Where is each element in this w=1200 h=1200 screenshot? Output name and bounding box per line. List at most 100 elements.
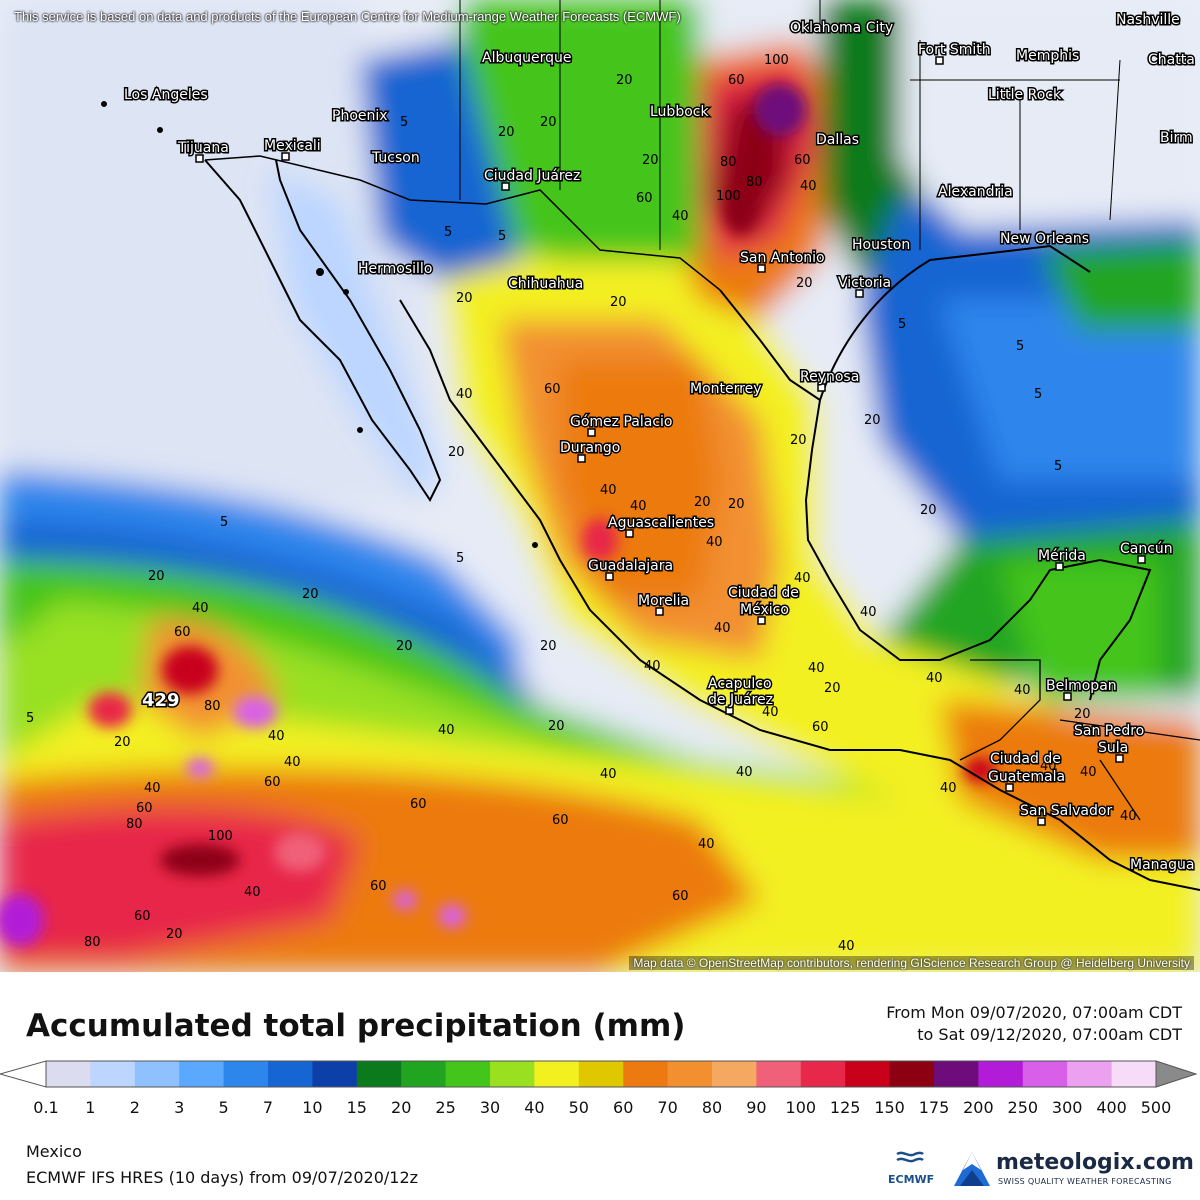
legend-panel: Accumulated total precipitation (mm) Fro…	[0, 972, 1200, 1200]
city-marker	[281, 152, 290, 161]
contour-label: 20	[616, 73, 633, 88]
city-marker	[1037, 817, 1046, 826]
city-label: Oklahoma City	[790, 20, 893, 36]
scale-tick-label: 125	[829, 1098, 861, 1117]
contour-label: 80	[204, 699, 221, 714]
contour-label: 60	[728, 73, 745, 88]
scale-swatch	[800, 1061, 846, 1087]
color-scale	[0, 1060, 1198, 1088]
scale-swatch	[268, 1061, 313, 1087]
city-label: Cancún	[1120, 541, 1173, 557]
scale-swatch	[179, 1061, 225, 1087]
contour-label: 20	[796, 276, 813, 291]
precipitation-hotspots	[0, 84, 996, 946]
ecmwf-logo-text: ECMWF	[888, 1173, 935, 1186]
contour-label: 5	[1016, 339, 1024, 354]
city-marker	[725, 706, 734, 715]
scale-tick-label: 400	[1096, 1098, 1127, 1117]
city-marker	[935, 56, 944, 65]
meteologix-logo[interactable]: meteologix.com SWISS QUALITY WEATHER FOR…	[952, 1148, 1194, 1192]
scale-tick-label: 7	[262, 1098, 274, 1117]
ecmwf-logo: ECMWF	[888, 1150, 935, 1186]
scale-tick-label: 300	[1051, 1098, 1083, 1117]
city-marker	[195, 154, 204, 163]
contour-label: 40	[838, 939, 855, 954]
city-label: Birm	[1160, 130, 1193, 146]
city-marker	[501, 182, 510, 191]
contour-label: 40	[192, 601, 209, 616]
scale-swatch	[712, 1061, 757, 1087]
city-marker	[1115, 754, 1124, 763]
city-label: Phoenix	[332, 108, 388, 124]
city-marker	[625, 529, 634, 538]
precipitation-map[interactable]: 20 20 20 5 60 100 80 80 60 40 100 60 20 40 5 5 20 20 20 5 5 5…	[0, 0, 1200, 972]
contour-label: 20	[610, 295, 627, 310]
contour-label: 60	[410, 797, 427, 812]
model-run: ECMWF IFS HRES (10 days) from 09/07/2020…	[26, 1168, 419, 1187]
scale-tick-label: 80	[701, 1098, 723, 1117]
city-label: Managua	[1130, 857, 1194, 873]
city-label: Gómez Palacio	[570, 414, 672, 430]
contour-label: 40	[808, 661, 825, 676]
city-label: de Juárez	[708, 692, 773, 708]
city-label: Los Angeles	[124, 87, 208, 103]
contour-label: 40	[860, 605, 877, 620]
city-label: Alexandria	[938, 184, 1013, 200]
scale-tick-label: 175	[918, 1098, 950, 1117]
scale-swatch	[90, 1061, 136, 1087]
contour-label: 40	[1120, 809, 1137, 824]
city-label: Victoria	[838, 275, 891, 291]
contour-label: 20	[642, 153, 659, 168]
contour-label: 40	[456, 387, 473, 402]
scale-tick-label: 250	[1007, 1098, 1039, 1117]
contour-label: 40	[698, 837, 715, 852]
scale-arrow-left	[0, 1060, 47, 1088]
scale-tick-label: 200	[963, 1098, 994, 1117]
scale-tick-label: 1	[85, 1098, 96, 1117]
contour-label: 40	[736, 765, 753, 780]
city-marker	[655, 607, 664, 616]
map-attribution[interactable]: Map data © OpenStreetMap contributors, r…	[629, 956, 1194, 970]
scale-swatch	[490, 1061, 535, 1087]
contour-label: 40	[794, 571, 811, 586]
contour-label: 20	[824, 681, 841, 696]
contour-label: 40	[1014, 683, 1031, 698]
contour-label: 60	[264, 775, 281, 790]
contour-label: 40	[940, 781, 957, 796]
contour-label: 20	[920, 503, 937, 518]
contour-label: 5	[26, 711, 34, 726]
contour-label: 80	[84, 935, 101, 950]
scale-tick-label: 30	[479, 1098, 501, 1117]
city-label: San Pedro	[1074, 723, 1144, 739]
contour-label: 40	[926, 671, 943, 686]
city-label: Acapulco	[708, 676, 772, 692]
contour-label: 60	[136, 801, 153, 816]
city-label: México	[740, 602, 789, 618]
contour-label: 40	[706, 535, 723, 550]
scale-tick-label: 0.1	[33, 1098, 59, 1117]
contour-label: 40	[244, 885, 261, 900]
brand-name: meteologix.com	[996, 1150, 1194, 1175]
borders	[101, 0, 1200, 891]
contour-label: 60	[174, 625, 191, 640]
scale-swatch	[1067, 1061, 1113, 1087]
scale-tick-label: 5	[218, 1098, 229, 1117]
contour-label: 5	[400, 115, 408, 130]
contour-label: 40	[800, 179, 817, 194]
contour-label: 40	[438, 723, 455, 738]
city-label: Ciudad de	[728, 585, 799, 601]
contour-label: 40	[144, 781, 161, 796]
contour-label: 20	[548, 719, 565, 734]
city-label: Morelia	[638, 593, 689, 609]
contour-label: 60	[672, 889, 689, 904]
city-labels: Los Angeles Tijuana Mexicali Phoenix Tucson A…	[123, 11, 1197, 875]
maximum-value-label: 429	[142, 690, 180, 711]
contour-label: 20	[540, 639, 557, 654]
scale-tick-label: 25	[435, 1098, 456, 1117]
city-label: Lubbock	[650, 104, 709, 120]
scale-swatch	[845, 1061, 891, 1087]
scale-tick-label: 150	[874, 1098, 905, 1117]
scale-swatch	[623, 1061, 669, 1087]
